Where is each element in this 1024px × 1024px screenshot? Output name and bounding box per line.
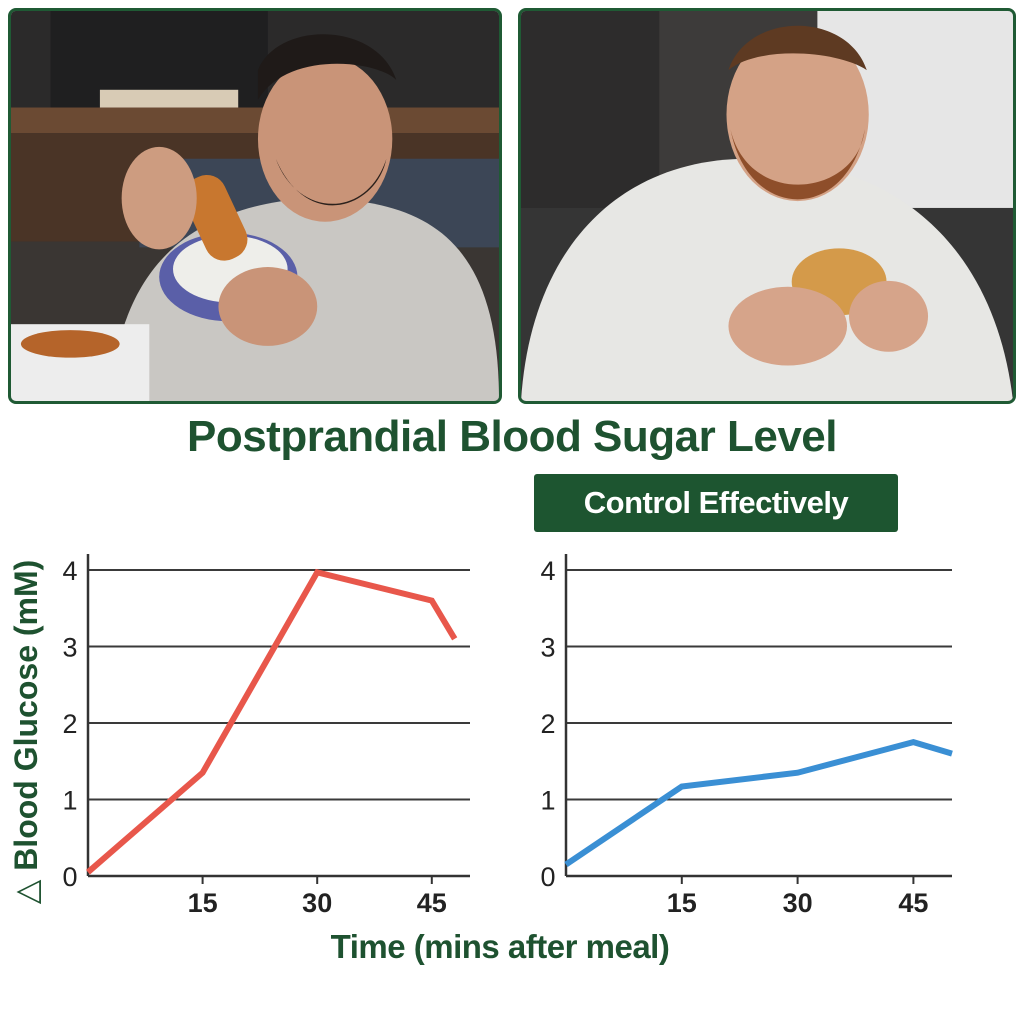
y-tick-label-left-0: 0 <box>62 862 77 892</box>
page-title: Postprandial Blood Sugar Level <box>186 412 838 461</box>
bearded-man-eating-bun-illustration <box>521 11 1013 401</box>
man-eating-pastry-illustration <box>11 11 499 401</box>
y-tick-label-right-0: 0 <box>540 862 555 892</box>
x-tick-label-left-0: 15 <box>188 888 218 918</box>
y-tick-label-left-3: 3 <box>62 633 77 663</box>
x-tick-label-left-2: 45 <box>417 888 447 918</box>
y-tick-label-left-1: 1 <box>62 786 77 816</box>
series-line-left-0 <box>86 568 458 875</box>
x-tick-label-left-1: 30 <box>302 888 332 918</box>
y-tick-label-right-3: 3 <box>540 633 555 663</box>
x-axis-label: Time (mins after meal) <box>330 928 670 965</box>
y-tick-label-right-4: 4 <box>540 556 555 586</box>
control-effectively-badge: Control Effectively <box>534 474 898 532</box>
man-eating-pastry-photo <box>8 8 502 404</box>
y-tick-label-right-2: 2 <box>540 709 555 739</box>
x-tick-label-right-1: 30 <box>783 888 813 918</box>
series-line-right-0 <box>564 739 953 868</box>
x-tick-label-right-0: 15 <box>667 888 697 918</box>
x-tick-label-right-2: 45 <box>898 888 928 918</box>
y-tick-label-left-4: 4 <box>62 556 77 586</box>
man-eating-bun-photo <box>518 8 1016 404</box>
y-axis-label: △ Blood Glucose (mM) <box>8 559 44 905</box>
y-tick-label-right-1: 1 <box>540 786 555 816</box>
y-tick-label-left-2: 2 <box>62 709 77 739</box>
